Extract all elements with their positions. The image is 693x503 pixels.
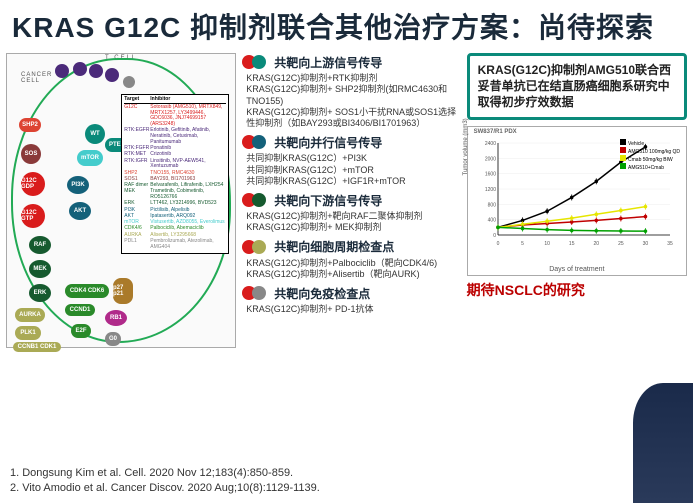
pathway-node-ccnd1: CCND1 [65,304,95,316]
section-title: 共靶向并行信号传导 [274,134,382,151]
strategy-section: 共靶向并行信号传导共同抑制KRAS(G12C）+PI3K共同抑制KRAS(G12… [242,133,460,187]
pathway-node-aurka: AURKA [15,308,45,322]
section-title: 共靶向细胞周期检查点 [274,238,394,255]
svg-text:30: 30 [642,241,648,247]
svg-text:0: 0 [496,241,499,247]
slide-title-block: KRAS G12C 抑制剂联合其他治疗方案：尚待探索 [0,0,693,53]
evidence-panel: KRAS(G12C)抑制剂AMG510联合西妥昔单抗已在结直肠癌细胞系研究中取得… [467,53,687,348]
chart-xlabel: Days of treatment [549,266,604,273]
section-dots-icon [242,53,270,71]
pathway-node-e2f: E2F [71,324,91,338]
strategy-section: 共靶向上游信号传导KRAS(G12C)抑制剂+RTK抑制剂KRAS(G12C)抑… [242,53,460,129]
svg-text:10: 10 [544,241,550,247]
legend-row: G12CSotorasib (AMG510), MRTX849, MRTX125… [124,105,226,128]
cancer-cell-label: CANCER CELL [21,72,52,84]
nsclc-note: 期待NSCLC的研究 [467,280,687,300]
svg-text:25: 25 [618,241,624,247]
strategy-section: 共靶向下游信号传导 KRAS(G12C)抑制剂+靶向RAF二聚体抑制剂KRAS(G… [242,191,460,234]
slide-title: KRAS G12C 抑制剂联合其他治疗方案：尚待探索 [12,10,681,45]
section-title: 共靶向下游信号传导 [274,192,382,209]
pathway-node-pi3k: PI3K [67,176,89,194]
svg-text:1200: 1200 [485,187,496,193]
pathway-node-igf1r [105,68,119,82]
chart-legend-item: AMG510 100mg/kg QD [620,147,680,155]
svg-text:1600: 1600 [485,171,496,177]
section-title: 共靶向免疫检查点 [274,285,370,302]
pathway-node-cdk46: CDK4 CDK6 [65,284,109,298]
svg-text:400: 400 [487,217,496,223]
section-title: 共靶向上游信号传导 [274,54,382,71]
legend-row: MEKTrametinib, Cobimetinib, RO5126766 [124,189,226,201]
presenter-silhouette [633,383,693,503]
chart-ylabel: Tumor volume (mm3) [463,118,469,175]
strategy-item: KRAS(G12C)抑制剂+ PD-1抗体 [246,304,460,315]
strategy-item: KRAS(G12C)抑制剂+RTK抑制剂 [246,73,460,84]
strategy-item: 共同抑制KRAS(G12C）+mTOR [246,165,460,176]
main-content: T CELL CANCER CELL SHP2SOSG12C GDPG12C G… [0,53,693,348]
pathway-node-g12cgtp: G12C GTP [21,204,45,228]
combination-strategies: 共靶向上游信号传导KRAS(G12C)抑制剂+RTK抑制剂KRAS(G12C)抑… [242,53,460,348]
strategy-section: 共靶向细胞周期检查点 KRAS(G12C)抑制剂+Palbociclib（靶向CD… [242,238,460,281]
pathway-node-p27: p27 p21 [113,278,133,304]
pathway-node-mTOR: mTOR [77,150,103,166]
target-inhibitor-legend: TargetInhibitor G12CSotorasib (AMG510), … [121,94,229,254]
legend-row: RTK:EGFRErlotinib, Gefitinib, Afatinib, … [124,128,226,145]
svg-text:20: 20 [593,241,599,247]
strategy-item: 共同抑制KRAS(G12C）+PI3K [246,153,460,164]
pathway-node-egfr [55,64,69,78]
legend-row: RTK:IGFRLinsitinib, NVP-AEW541, Xentuzum… [124,159,226,171]
strategy-item: 共同抑制KRAS(G12C）+IGF1R+mTOR [246,176,460,187]
highlight-callout: KRAS(G12C)抑制剂AMG510联合西妥昔单抗已在结直肠癌细胞系研究中取得… [467,53,687,120]
reference-2: 2. Vito Amodio et al. Cancer Discov. 202… [10,481,320,495]
strategy-item: KRAS(G12C)抑制剂+Palbociclib（靶向CDK4/6) [246,258,460,269]
reference-1: 1. Dongsung Kim et al. Cell. 2020 Nov 12… [10,466,320,480]
svg-text:35: 35 [667,241,673,247]
pathway-node-g0: G0 [105,332,121,346]
section-dots-icon [242,284,270,302]
pathway-node-akt: AKT [69,202,91,220]
strategy-item: KRAS(G12C)抑制剂+Alisertib（靶向AURK) [246,269,460,280]
pathway-node-pdl1 [123,76,135,88]
pathway-node-rb1: RB1 [105,310,127,326]
pathway-node-erk: ERK [29,284,51,302]
pathway-node-sos: SOS [21,144,41,164]
pathway-node-wt: WT [85,124,105,144]
pathway-node-g12c: G12C GDP [21,172,45,196]
pathway-node-raf: RAF [29,236,51,254]
svg-text:2400: 2400 [485,141,496,147]
strategy-item: KRAS(G12C)抑制剂+ SHP2抑制剂(如RMC4630和TNO155) [246,84,460,107]
chart-title: SW837/R1 PDX [474,129,517,135]
pathway-node-her2 [73,62,87,76]
section-dots-icon [242,191,270,209]
legend-row: PDL1Pembrolizumab, Atezolimab, AMG404 [124,239,226,251]
pathway-node-shp2: SHP2 [19,118,41,132]
strategy-item: KRAS(G12C)抑制剂+ SOS1小干扰RNA或SOS1选择性抑制剂（如BA… [246,107,460,130]
chart-legend-item: Vehicle [620,139,680,147]
svg-text:15: 15 [569,241,575,247]
pathway-node-fgfr [89,64,103,78]
pathway-node-plk1: PLK1 [15,326,41,340]
pathway-node-mek: MEK [29,260,51,278]
references: 1. Dongsung Kim et al. Cell. 2020 Nov 12… [10,466,320,495]
section-dots-icon [242,238,270,256]
chart-legend-item: Cmab 50mg/kg BIW [620,155,680,163]
svg-text:800: 800 [487,202,496,208]
section-dots-icon [242,133,270,151]
svg-text:5: 5 [521,241,524,247]
svg-text:0: 0 [493,233,496,239]
strategy-section: 共靶向免疫检查点 KRAS(G12C)抑制剂+ PD-1抗体 [242,284,460,315]
chart-legend-item: AMG510+Cmab [620,163,680,171]
strategy-item: KRAS(G12C)抑制剂+靶向RAF二聚体抑制剂 [246,211,460,222]
tumor-volume-chart: SW837/R1 PDX Tumor volume (mm3) 04008001… [467,126,687,276]
strategy-item: KRAS(G12C)抑制剂+ MEK抑制剂 [246,222,460,233]
pathway-node-ccnb1: CCNB1 CDK1 [13,342,61,352]
chart-legend: VehicleAMG510 100mg/kg QDCmab 50mg/kg BI… [620,139,680,171]
pathway-diagram: T CELL CANCER CELL SHP2SOSG12C GDPG12C G… [6,53,236,348]
svg-text:2000: 2000 [485,156,496,162]
